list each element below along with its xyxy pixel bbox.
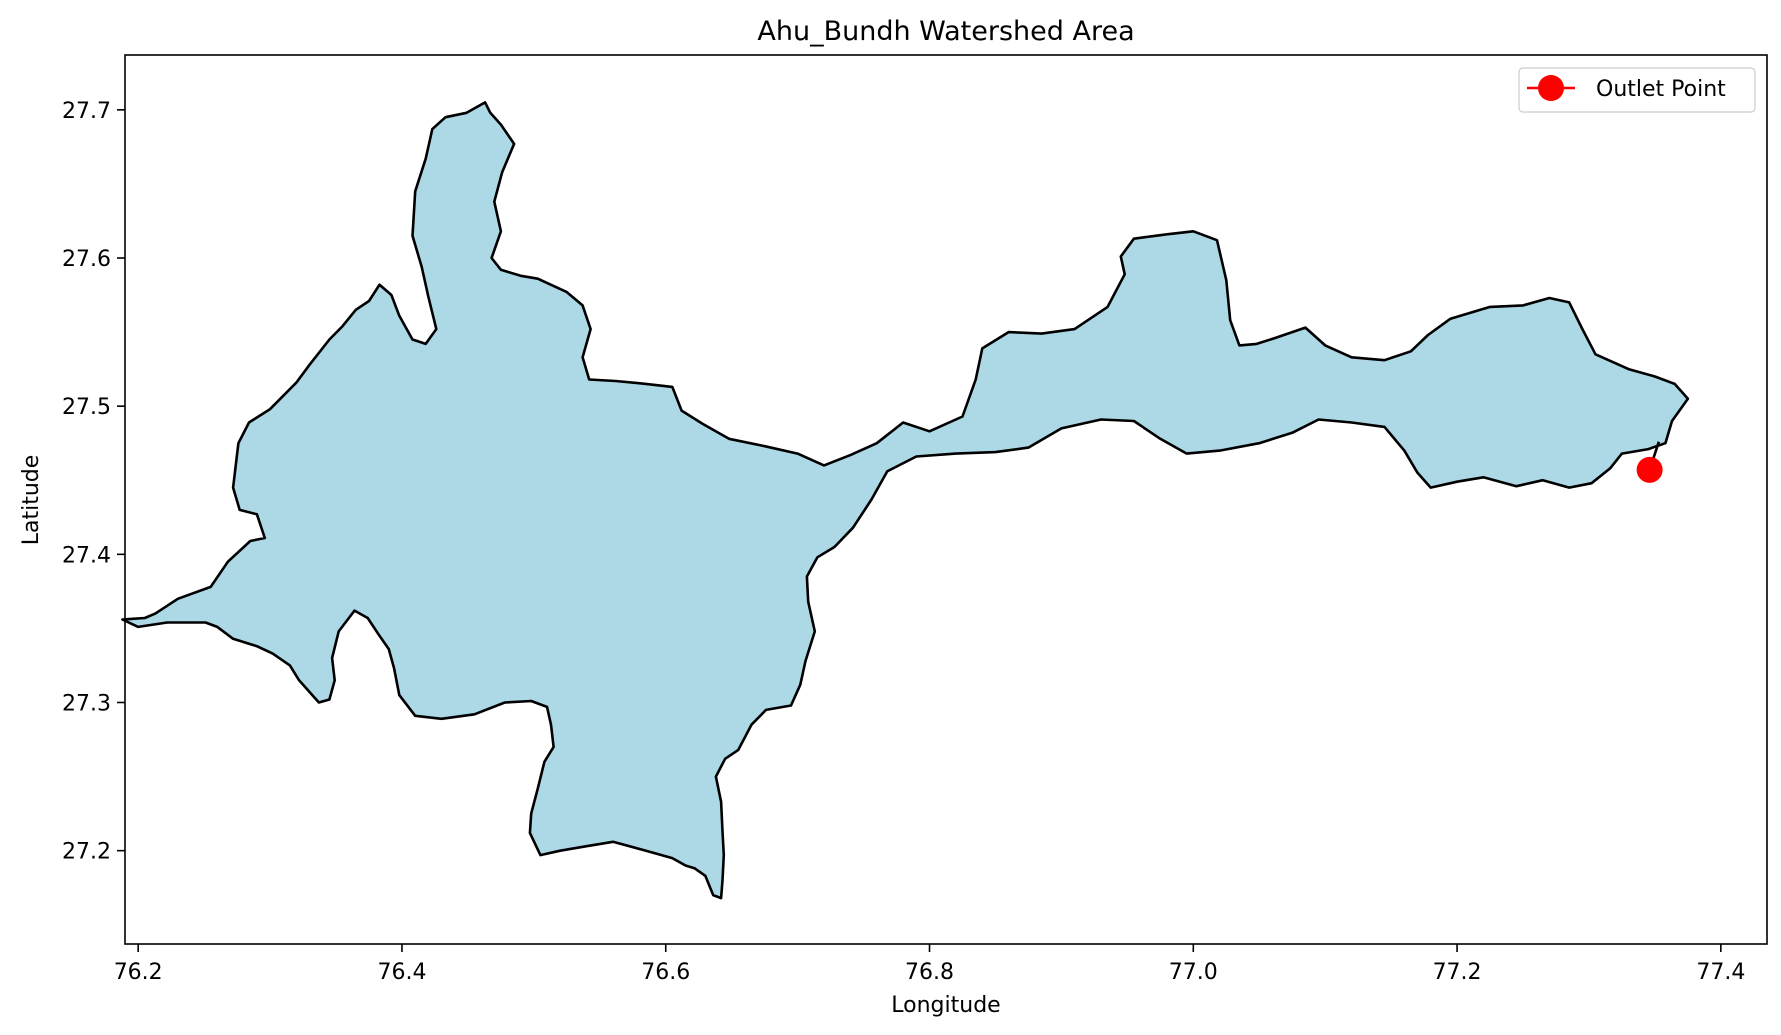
x-tick-label: 76.2 xyxy=(114,960,163,985)
x-axis-label: Longitude xyxy=(891,993,1000,1018)
outlet-layer xyxy=(1636,441,1663,483)
legend-marker-swatch xyxy=(1538,75,1564,101)
y-tick-label: 27.7 xyxy=(62,99,111,124)
y-tick-label: 27.4 xyxy=(62,543,111,568)
y-axis: 27.2 27.3 27.4 27.5 27.6 27.7 xyxy=(62,99,125,865)
y-tick-label: 27.5 xyxy=(62,395,111,420)
watershed-layer xyxy=(121,101,1690,900)
y-tick-label: 27.6 xyxy=(62,247,111,272)
legend: Outlet Point xyxy=(1518,67,1756,113)
x-axis: 76.2 76.4 76.6 76.8 77.0 77.2 77.4 xyxy=(114,944,1745,985)
y-tick-label: 27.3 xyxy=(62,691,111,716)
y-axis-label: Latitude xyxy=(19,455,44,546)
x-tick-label: 77.2 xyxy=(1433,960,1482,985)
chart-title: Ahu_Bundh Watershed Area xyxy=(757,16,1134,47)
y-tick-label: 27.2 xyxy=(62,840,111,865)
outlet-point-marker xyxy=(1636,456,1663,483)
watershed-polygon xyxy=(121,101,1690,900)
legend-box xyxy=(1518,67,1756,113)
x-tick-label: 76.8 xyxy=(905,960,954,985)
x-tick-label: 76.4 xyxy=(377,960,426,985)
x-tick-label: 76.6 xyxy=(641,960,690,985)
legend-label-outlet-point: Outlet Point xyxy=(1596,77,1726,102)
x-tick-label: 77.0 xyxy=(1169,960,1218,985)
x-tick-label: 77.4 xyxy=(1696,960,1745,985)
